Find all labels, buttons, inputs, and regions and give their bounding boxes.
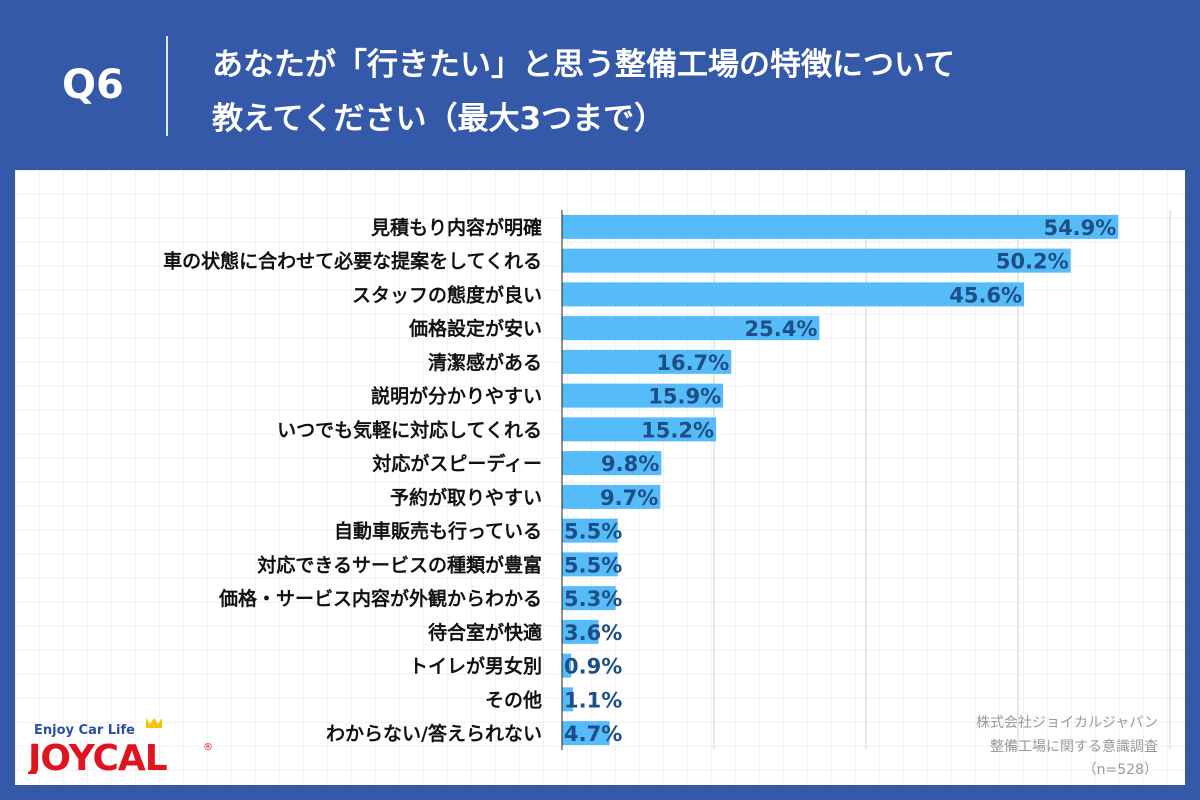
value-label: 15.9% (648, 385, 721, 409)
category-label: 自動車販売も行っている (334, 520, 542, 543)
category-label: 予約が取りやすい (390, 486, 542, 509)
value-label: 15.2% (641, 418, 714, 442)
category-label: わからない/答えられない (326, 722, 542, 745)
category-label: 価格設定が安い (408, 317, 542, 340)
category-label: 車の状態に合わせて必要な提案をしてくれる (163, 250, 542, 273)
bar (562, 349, 732, 374)
title-line-2: 教えてください（最大3つまで） (212, 101, 666, 137)
value-label: 9.8% (601, 452, 659, 476)
svg-text:Enjoy Car Life: Enjoy Car Life (34, 723, 135, 738)
bar (562, 417, 717, 442)
bar (562, 687, 574, 712)
svg-text:JOYCAL: JOYCAL (28, 738, 167, 774)
category-label: いつでも気軽に対応してくれる (277, 418, 542, 441)
category-label: スタッフの態度が良い (352, 283, 542, 306)
bar (562, 451, 662, 476)
category-label: 待合室が快適 (428, 621, 542, 644)
bar (562, 383, 724, 408)
footnote-sample: （n=528） (1082, 762, 1158, 778)
header-divider (166, 36, 168, 136)
bar (562, 214, 1119, 239)
bar (562, 721, 610, 746)
value-label: 5.5% (564, 520, 622, 544)
category-label: その他 (485, 688, 542, 711)
bar (562, 282, 1025, 307)
value-label: 0.9% (564, 655, 622, 679)
joycal-logo: Enjoy Car Life JOYCAL ® (28, 718, 213, 774)
value-label: 25.4% (745, 317, 818, 341)
category-label: 清潔感がある (428, 351, 542, 374)
bar (562, 316, 820, 341)
category-label: 説明が分かりやすい (371, 385, 542, 408)
value-label: 45.6% (949, 283, 1022, 307)
value-label: 4.7% (564, 722, 622, 746)
category-label: トイレが男女別 (409, 655, 542, 678)
value-label: 16.7% (656, 351, 729, 375)
value-label: 54.9% (1043, 216, 1116, 240)
value-label: 5.5% (564, 553, 622, 577)
value-label: 50.2% (996, 250, 1069, 274)
value-label: 5.3% (564, 587, 622, 611)
value-label: 1.1% (564, 688, 622, 712)
page-title: あなたが「行きたい」と思う整備工場の特徴について 教えてください（最大3つまで） (212, 38, 1112, 146)
category-label: 対応がスピーディー (371, 452, 542, 475)
category-label: 価格・サービス内容が外観からわかる (218, 587, 542, 610)
bar (562, 552, 618, 577)
bar (562, 518, 618, 543)
value-label: 3.6% (564, 621, 622, 645)
bar (562, 653, 572, 678)
question-number: Q6 (62, 62, 124, 108)
category-label: 見積もり内容が明確 (371, 216, 542, 239)
title-line-1: あなたが「行きたい」と思う整備工場の特徴について (212, 47, 956, 83)
value-label: 9.7% (600, 486, 658, 510)
svg-text:®: ® (203, 742, 213, 753)
bar (562, 248, 1071, 273)
bar (562, 484, 661, 509)
bar (562, 586, 616, 611)
bar (562, 619, 599, 644)
category-label: 対応できるサービスの種類が豊富 (256, 553, 542, 576)
footnote-survey: 整備工場に関する意識調査 (990, 739, 1158, 755)
footnote-company: 株式会社ジョイカルジャパン (976, 715, 1158, 731)
